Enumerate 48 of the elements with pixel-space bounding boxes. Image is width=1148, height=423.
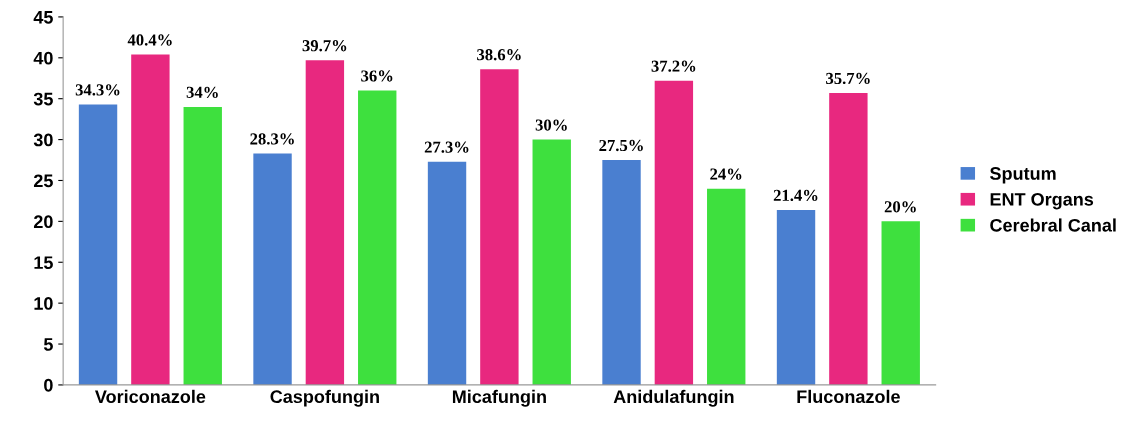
data-label: 28.3% — [250, 133, 294, 145]
data-label: 30% — [535, 119, 567, 131]
data-label: 27.3% — [424, 141, 469, 153]
bar — [305, 60, 345, 385]
y-tick-label: 40 — [33, 51, 53, 65]
data-label: 24% — [710, 168, 742, 180]
data-label: 39.7% — [302, 40, 347, 52]
y-tick-label: 10 — [34, 297, 53, 310]
data-label: 34% — [186, 86, 218, 98]
y-tick-label: 20 — [33, 215, 53, 229]
bar — [427, 161, 467, 385]
legend-label: ENT Organs — [990, 192, 1094, 210]
bar — [131, 54, 170, 385]
data-label: 21.4% — [773, 189, 818, 202]
bar — [881, 221, 920, 385]
legend-label: Sputum — [990, 167, 1056, 184]
data-label: 38.6% — [477, 49, 521, 61]
x-tick-label: Micafungin — [452, 389, 546, 407]
bar — [602, 160, 641, 385]
x-tick-label: Voriconazole — [95, 389, 206, 404]
bar — [654, 80, 694, 385]
data-label: 20% — [884, 201, 916, 213]
data-label: 37.2% — [651, 60, 696, 72]
bar — [183, 106, 222, 385]
bar — [776, 209, 816, 385]
bar — [358, 90, 397, 385]
data-label: 40.4% — [127, 34, 172, 46]
bar — [829, 92, 868, 385]
data-label: 34.3% — [75, 84, 120, 96]
data-label: 36% — [361, 70, 393, 82]
data-label: 27.5% — [599, 139, 643, 152]
data-label: 35.7% — [826, 72, 870, 85]
y-tick-label: 30 — [33, 133, 53, 147]
x-tick-label: Fluconazole — [797, 389, 900, 404]
y-tick-label: 0 — [44, 378, 53, 392]
y-tick-label: 45 — [33, 11, 53, 24]
y-tick-label: 15 — [34, 256, 53, 269]
y-tick-label: 25 — [33, 174, 53, 188]
bar — [78, 104, 118, 385]
y-tick-label: 35 — [33, 92, 53, 106]
legend-label: Cerebral Canal — [990, 218, 1116, 232]
bar — [480, 69, 519, 385]
bar — [253, 153, 292, 385]
x-tick-label: Anidulafungin — [613, 389, 734, 407]
y-tick-label: 5 — [43, 338, 53, 351]
bar — [707, 188, 746, 385]
x-tick-label: Caspofungin — [270, 389, 379, 407]
bar — [532, 139, 571, 385]
